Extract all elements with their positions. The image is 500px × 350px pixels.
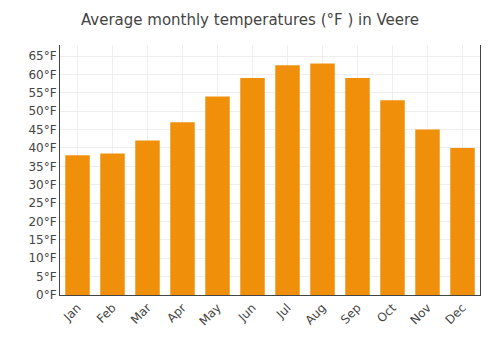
svg-text:Jul: Jul [273, 301, 294, 322]
svg-text:Apr: Apr [164, 301, 189, 326]
svg-text:65°F: 65°F [28, 49, 56, 63]
svg-text:Mar: Mar [128, 301, 154, 327]
svg-text:40°F: 40°F [28, 141, 56, 155]
svg-text:20°F: 20°F [28, 215, 56, 229]
svg-text:5°F: 5°F [36, 270, 57, 284]
svg-text:Feb: Feb [94, 301, 119, 326]
svg-text:Jun: Jun [235, 301, 259, 325]
svg-text:30°F: 30°F [28, 178, 56, 192]
svg-text:60°F: 60°F [28, 68, 56, 82]
svg-text:0°F: 0°F [36, 288, 57, 302]
svg-text:Average monthly temperatures (: Average monthly temperatures (°F ) in Ve… [81, 11, 419, 29]
svg-text:Oct: Oct [374, 301, 399, 326]
svg-text:Jan: Jan [60, 301, 84, 325]
svg-text:Sep: Sep [338, 301, 364, 327]
svg-text:25°F: 25°F [28, 196, 56, 210]
svg-text:15°F: 15°F [28, 233, 56, 247]
svg-text:Nov: Nov [407, 301, 433, 327]
svg-text:Aug: Aug [302, 301, 328, 327]
svg-text:May: May [196, 301, 223, 328]
svg-text:50°F: 50°F [28, 104, 56, 118]
svg-text:55°F: 55°F [28, 86, 56, 100]
svg-text:10°F: 10°F [28, 251, 56, 265]
svg-text:35°F: 35°F [28, 160, 56, 174]
svg-text:Dec: Dec [443, 301, 469, 327]
svg-text:45°F: 45°F [28, 123, 56, 137]
